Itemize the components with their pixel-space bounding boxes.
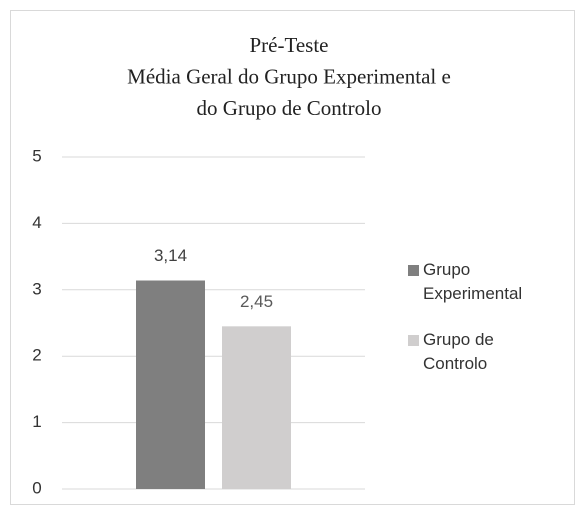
- legend-swatch: [408, 335, 419, 346]
- legend-item: Grupo de Controlo: [408, 328, 568, 376]
- bar: [222, 326, 291, 489]
- data-label: 2,45: [240, 292, 273, 311]
- chart-title: Pré-Teste: [250, 33, 329, 57]
- y-tick-label: 2: [32, 346, 41, 365]
- y-tick-label: 5: [32, 146, 41, 165]
- chart-title: Média Geral do Grupo Experimental e: [127, 64, 451, 88]
- chart-title: do Grupo de Controlo: [197, 96, 382, 120]
- legend-item: Grupo Experimental: [408, 258, 568, 306]
- legend-label: Grupo de Controlo: [423, 330, 494, 373]
- legend-label: Grupo Experimental: [423, 260, 523, 303]
- data-label: 3,14: [154, 246, 187, 265]
- y-tick-label: 4: [32, 213, 41, 232]
- bar: [136, 280, 205, 489]
- y-tick-label: 3: [32, 279, 41, 298]
- legend-swatch: [408, 265, 419, 276]
- y-tick-label: 1: [32, 412, 41, 431]
- y-tick-label: 0: [32, 478, 41, 497]
- legend: Grupo Experimental Grupo de Controlo: [408, 258, 568, 398]
